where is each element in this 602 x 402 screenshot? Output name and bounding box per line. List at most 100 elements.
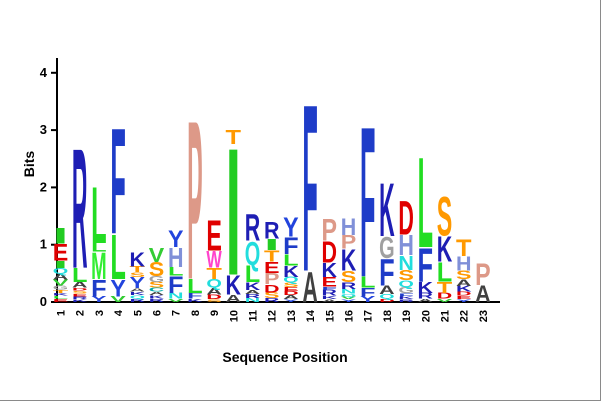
logo-letter: L (360, 274, 376, 291)
logo-letter: R (264, 297, 279, 303)
logo-letter: L (283, 252, 299, 269)
logo-letter: R (322, 289, 338, 298)
logo-letter: A (379, 283, 395, 297)
logo-letter: G (53, 285, 68, 291)
logo-letter: S (72, 290, 88, 295)
logo-letter: T (456, 236, 471, 262)
x-tick-label: 10 (228, 310, 240, 322)
logo-letter: Y (283, 213, 298, 243)
logo-letter: A (283, 295, 298, 301)
logo-letter: S (264, 291, 280, 300)
y-tick-label: 1 (40, 237, 47, 252)
logo-letter: A (302, 264, 318, 312)
logo-letter: E (206, 212, 222, 261)
logo-letter: V (110, 295, 126, 304)
x-tick-label: 16 (344, 310, 356, 322)
logo-letter: Y (283, 298, 299, 303)
logo-letter: F (360, 286, 375, 299)
logo-letter: F (187, 291, 202, 300)
logo-letter: A (53, 273, 69, 282)
x-tick-labels: 1 2 3 4 5 6 7 8 9 10 11 12 13 14 15 16 17 18 19 20 21 22 23 (56, 309, 490, 322)
x-tick-label: 17 (363, 310, 375, 322)
logo-letter: H (168, 242, 183, 273)
logo-letter: K (379, 167, 395, 253)
logo-letter: K (322, 295, 339, 300)
logo-column: AP (475, 257, 490, 308)
logo-letter: A (149, 291, 164, 296)
logo-letter: T (437, 279, 453, 296)
x-tick-label: 6 (152, 310, 164, 316)
logo-letter: A (206, 286, 222, 297)
logo-letter: Y (110, 275, 126, 301)
logo-letter: L (245, 262, 260, 288)
logo-letter: N (341, 288, 356, 295)
logo-letter: R (245, 206, 260, 249)
logo-letter: L (53, 295, 68, 299)
logo-letter: F (360, 84, 375, 323)
logo-letter: M (91, 246, 107, 288)
logo-letter: Q (341, 293, 356, 297)
logo-letter: D (379, 298, 394, 303)
logo-letter: T (226, 125, 241, 148)
x-tick-label: 15 (324, 310, 336, 322)
logo-letter: N (168, 292, 183, 301)
logo-letter: R (72, 296, 87, 300)
logo-letter: K (456, 285, 472, 294)
x-tick-label: 13 (286, 310, 298, 322)
x-tick-label: 5 (132, 310, 144, 316)
logo-letter: E (322, 275, 338, 290)
logo-letter: F (302, 54, 317, 321)
logo-letter: K (437, 230, 453, 270)
logo-letter: P (322, 212, 338, 247)
logo-letter: D (283, 291, 298, 297)
logo-letter: E (53, 298, 68, 303)
logo-letter: V (53, 278, 69, 287)
logo-letter: A (456, 277, 472, 288)
logo-letter: K (245, 280, 261, 292)
logo-letter: Q (398, 279, 414, 289)
x-tick-label: 19 (401, 310, 413, 322)
logo-letter: Q (206, 277, 222, 290)
logo-letter: Y (130, 275, 145, 293)
logo-letter: Y (91, 295, 107, 304)
logo-letter: D (437, 292, 452, 301)
logo-letter: Q (283, 276, 299, 285)
logo-letter: L (91, 170, 106, 260)
x-tick-label: 2 (75, 310, 87, 316)
logo-letter: K (130, 291, 147, 296)
logo-letter: Q (379, 293, 394, 300)
logo-letter: A (130, 288, 145, 293)
logo-letter: F (398, 292, 414, 297)
logo-letter: D (206, 294, 221, 301)
logo-letter: C (149, 287, 164, 293)
logo-letter: N (245, 297, 260, 303)
x-tick-label: 8 (190, 310, 202, 316)
logo-letter: G (149, 275, 164, 284)
logo-letter: D (72, 287, 87, 291)
x-tick-label: 18 (382, 310, 394, 322)
logo-letter: Y (360, 295, 376, 304)
logo-letter: E (264, 259, 279, 277)
logo-letter: H (341, 213, 356, 240)
x-axis-label: Sequence Position (222, 349, 347, 365)
y-axis-label: Bits (21, 151, 37, 178)
logo-letter: P (475, 257, 490, 292)
logo-letter: W (206, 247, 222, 274)
